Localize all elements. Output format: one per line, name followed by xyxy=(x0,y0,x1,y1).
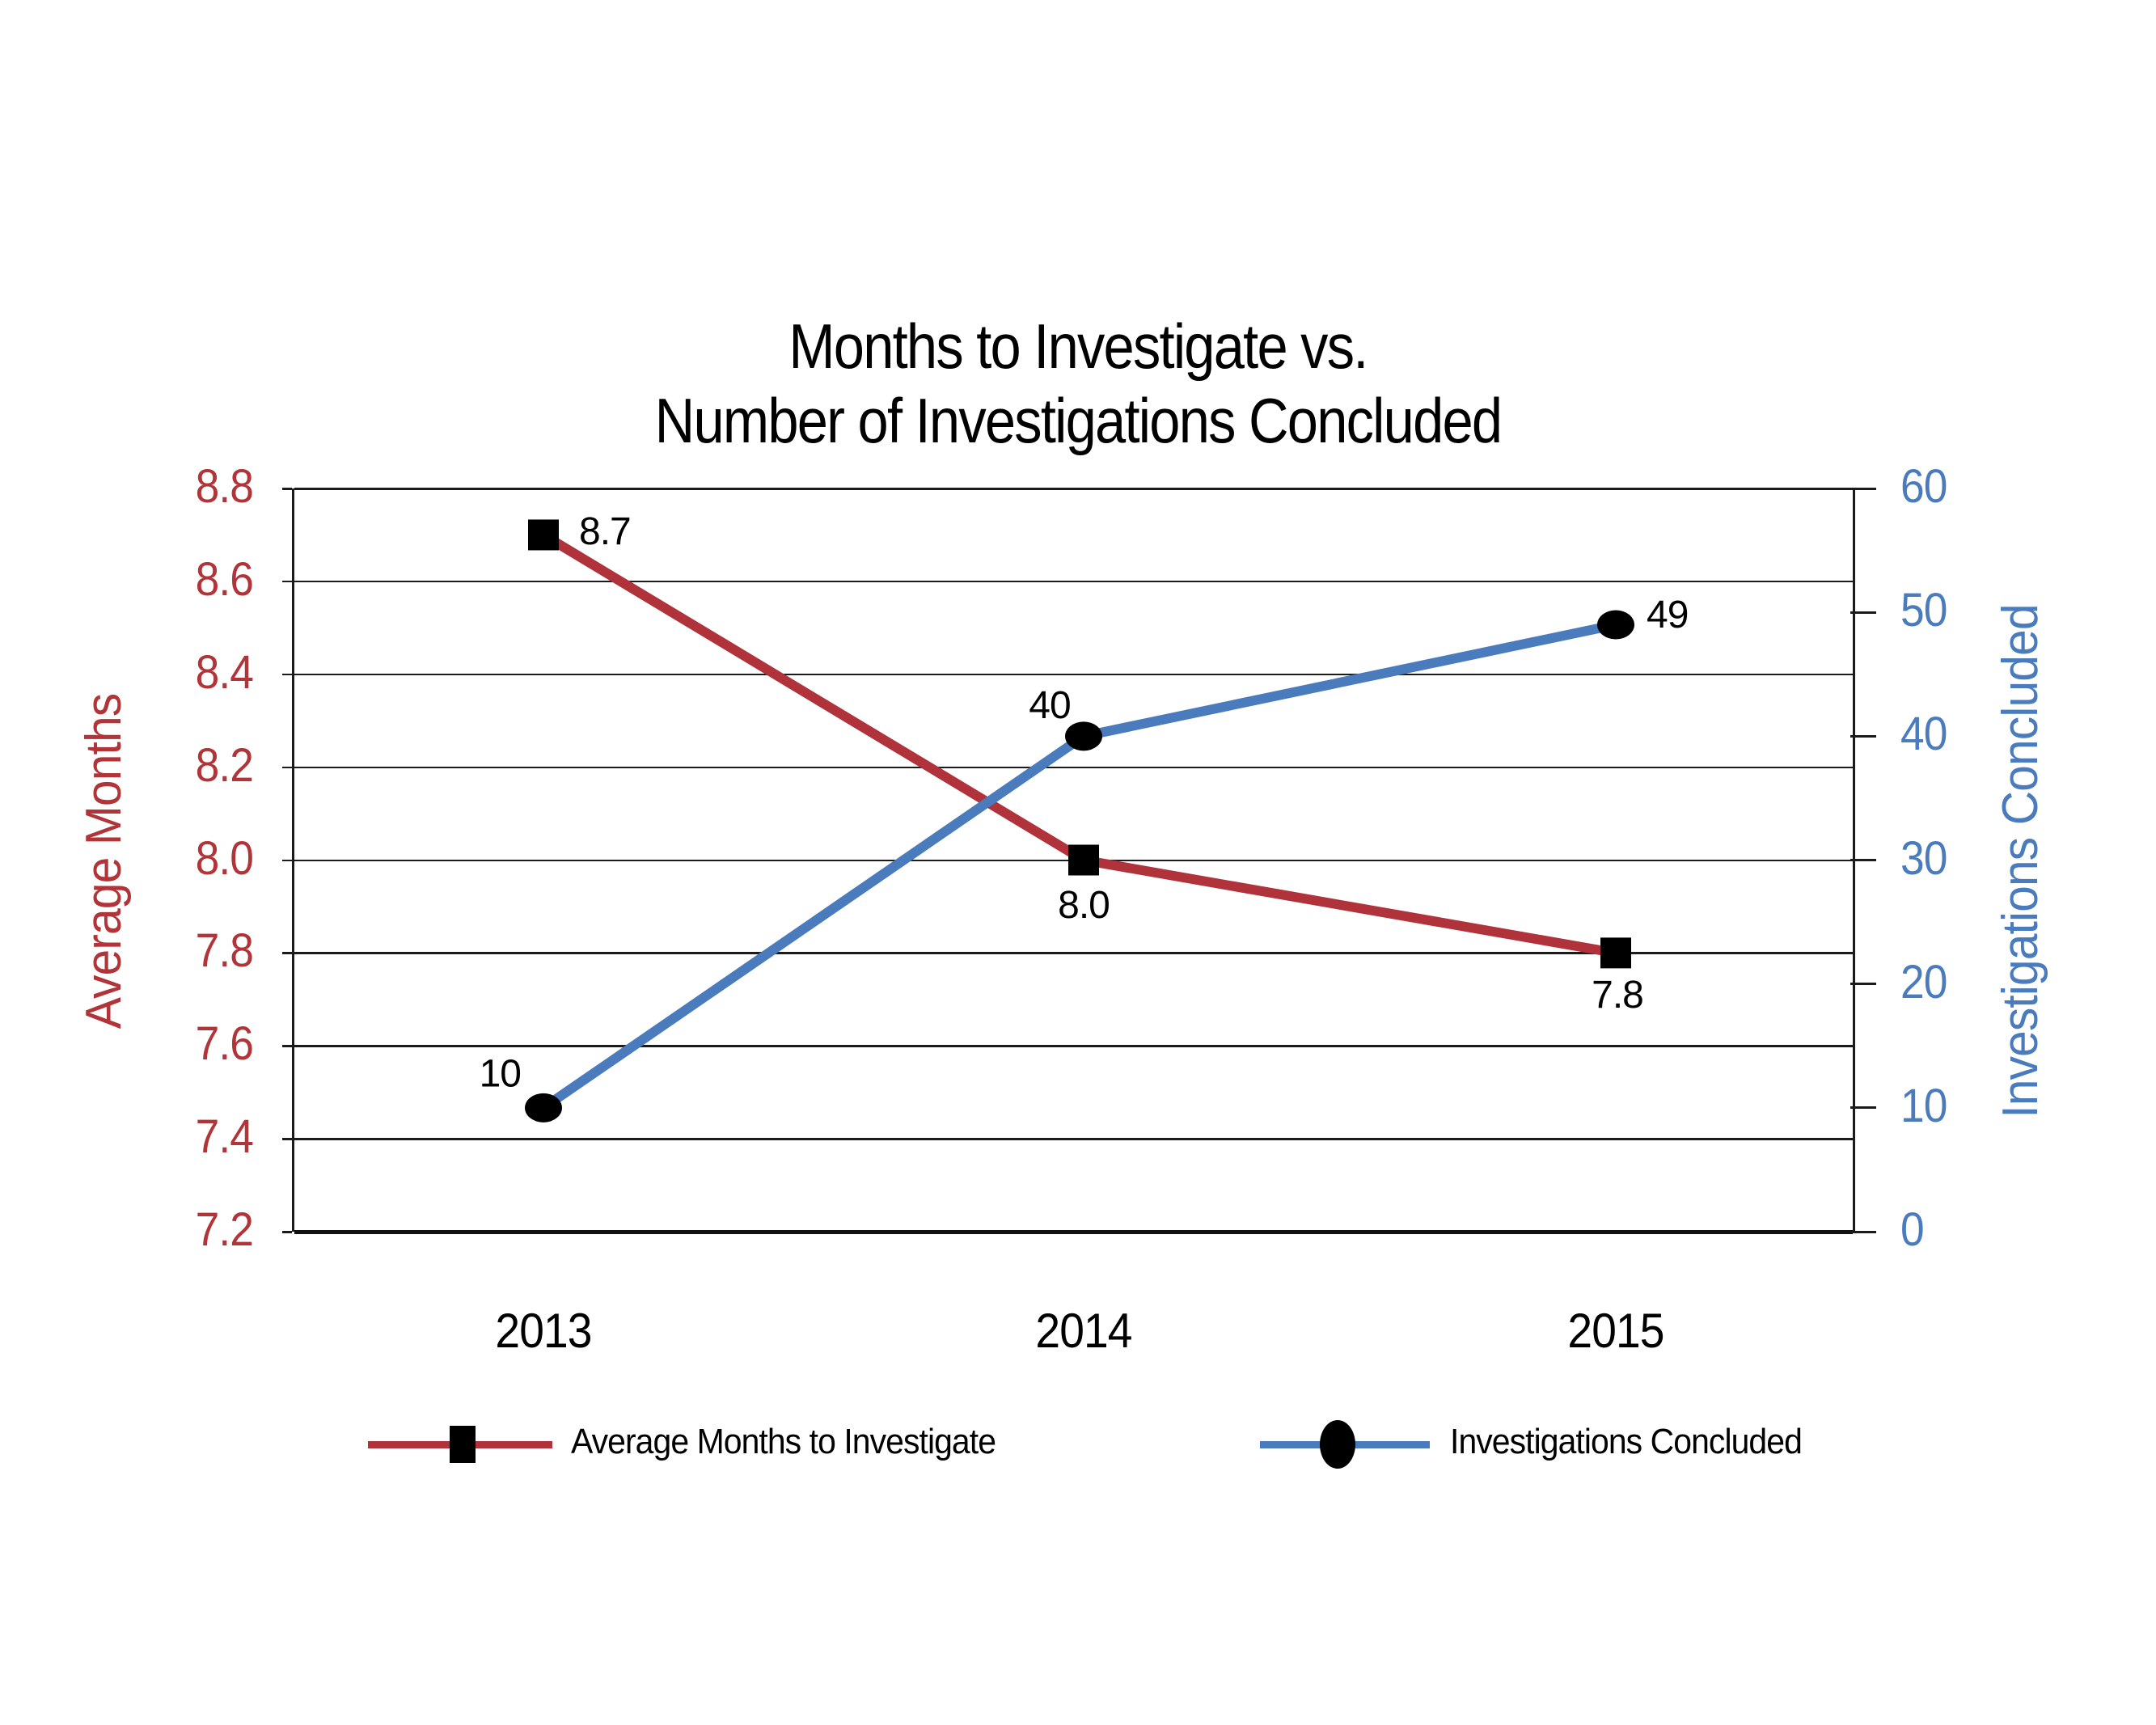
data-point-marker-ellipse xyxy=(525,1093,562,1123)
gridline xyxy=(294,488,1853,490)
legend-label-average-months: Average Months to Investigate xyxy=(571,1422,996,1461)
left-axis-tick-label: 8.6 xyxy=(195,552,254,606)
data-point-marker-ellipse xyxy=(1065,721,1102,751)
left-axis-tick xyxy=(282,488,292,490)
data-point-label: 8.7 xyxy=(579,510,631,553)
right-axis-tick-label: 20 xyxy=(1900,955,1947,1008)
gridline xyxy=(294,580,1853,583)
gridline xyxy=(294,1045,1853,1047)
right-axis-tick xyxy=(1850,487,1876,490)
left-axis-tick-label: 7.8 xyxy=(195,924,254,978)
data-point-label: 7.8 xyxy=(1592,974,1643,1017)
data-point-marker-ellipse xyxy=(1597,610,1634,640)
right-axis-tick xyxy=(1850,734,1876,738)
left-axis-tick xyxy=(282,859,292,861)
left-axis-tick xyxy=(282,1138,292,1140)
gridline xyxy=(294,673,1853,676)
x-axis-line xyxy=(294,1230,1853,1234)
left-axis-tick-label: 7.4 xyxy=(195,1110,254,1164)
x-axis-label-2014: 2014 xyxy=(1035,1304,1132,1358)
right-axis-tick xyxy=(1850,611,1876,614)
legend-ellipse-marker-icon xyxy=(1320,1420,1355,1469)
right-axis-tick xyxy=(1850,1106,1876,1110)
left-axis-tick-label: 7.6 xyxy=(195,1017,254,1071)
data-point-marker-square xyxy=(528,519,559,551)
gridline xyxy=(294,1138,1853,1140)
legend-square-marker-icon xyxy=(450,1426,476,1463)
left-axis-tick xyxy=(282,952,292,954)
x-axis-label-2013: 2013 xyxy=(495,1304,592,1358)
right-axis-tick-label: 10 xyxy=(1900,1079,1947,1132)
left-axis-tick xyxy=(282,1231,292,1233)
right-axis-tick-label: 30 xyxy=(1900,831,1947,885)
legend: Average Months to Investigate Investigat… xyxy=(0,1414,2156,1478)
left-axis-tick xyxy=(282,580,292,583)
right-axis-tick xyxy=(1850,1230,1876,1233)
gridline xyxy=(294,952,1853,954)
right-axis-tick-label: 60 xyxy=(1900,460,1947,513)
chart-title: Months to Investigate vs. Number of Inve… xyxy=(129,309,2027,458)
right-axis-tick-label: 40 xyxy=(1900,708,1947,761)
gridline xyxy=(294,766,1853,769)
left-axis-tick xyxy=(282,766,292,769)
chart-title-line2: Number of Investigations Concluded xyxy=(654,385,1503,456)
data-point-marker-square xyxy=(1600,937,1631,969)
chart-title-line1: Months to Investigate vs. xyxy=(788,311,1368,382)
right-axis-tick xyxy=(1850,983,1876,986)
left-axis-tick-label: 8.0 xyxy=(195,831,254,885)
data-point-label: 49 xyxy=(1647,594,1688,636)
left-axis-tick xyxy=(282,1045,292,1047)
data-point-label: 8.0 xyxy=(1058,884,1110,927)
data-point-label: 10 xyxy=(480,1052,521,1095)
left-axis-tick-label: 8.8 xyxy=(195,460,254,513)
x-axis-label-2015: 2015 xyxy=(1567,1304,1664,1358)
right-axis-tick-label: 0 xyxy=(1900,1203,1925,1256)
data-point-label: 40 xyxy=(1029,684,1070,727)
legend-label-investigations-concluded: Investigations Concluded xyxy=(1450,1422,1803,1461)
left-axis-tick xyxy=(282,673,292,676)
left-axis-tick-label: 8.4 xyxy=(195,645,254,699)
left-axis-tick-label: 8.2 xyxy=(195,738,254,792)
right-axis-tick xyxy=(1850,859,1876,861)
right-axis-tick-label: 50 xyxy=(1900,584,1947,637)
data-point-marker-square xyxy=(1068,844,1099,876)
left-axis-tick-label: 7.2 xyxy=(195,1203,254,1256)
